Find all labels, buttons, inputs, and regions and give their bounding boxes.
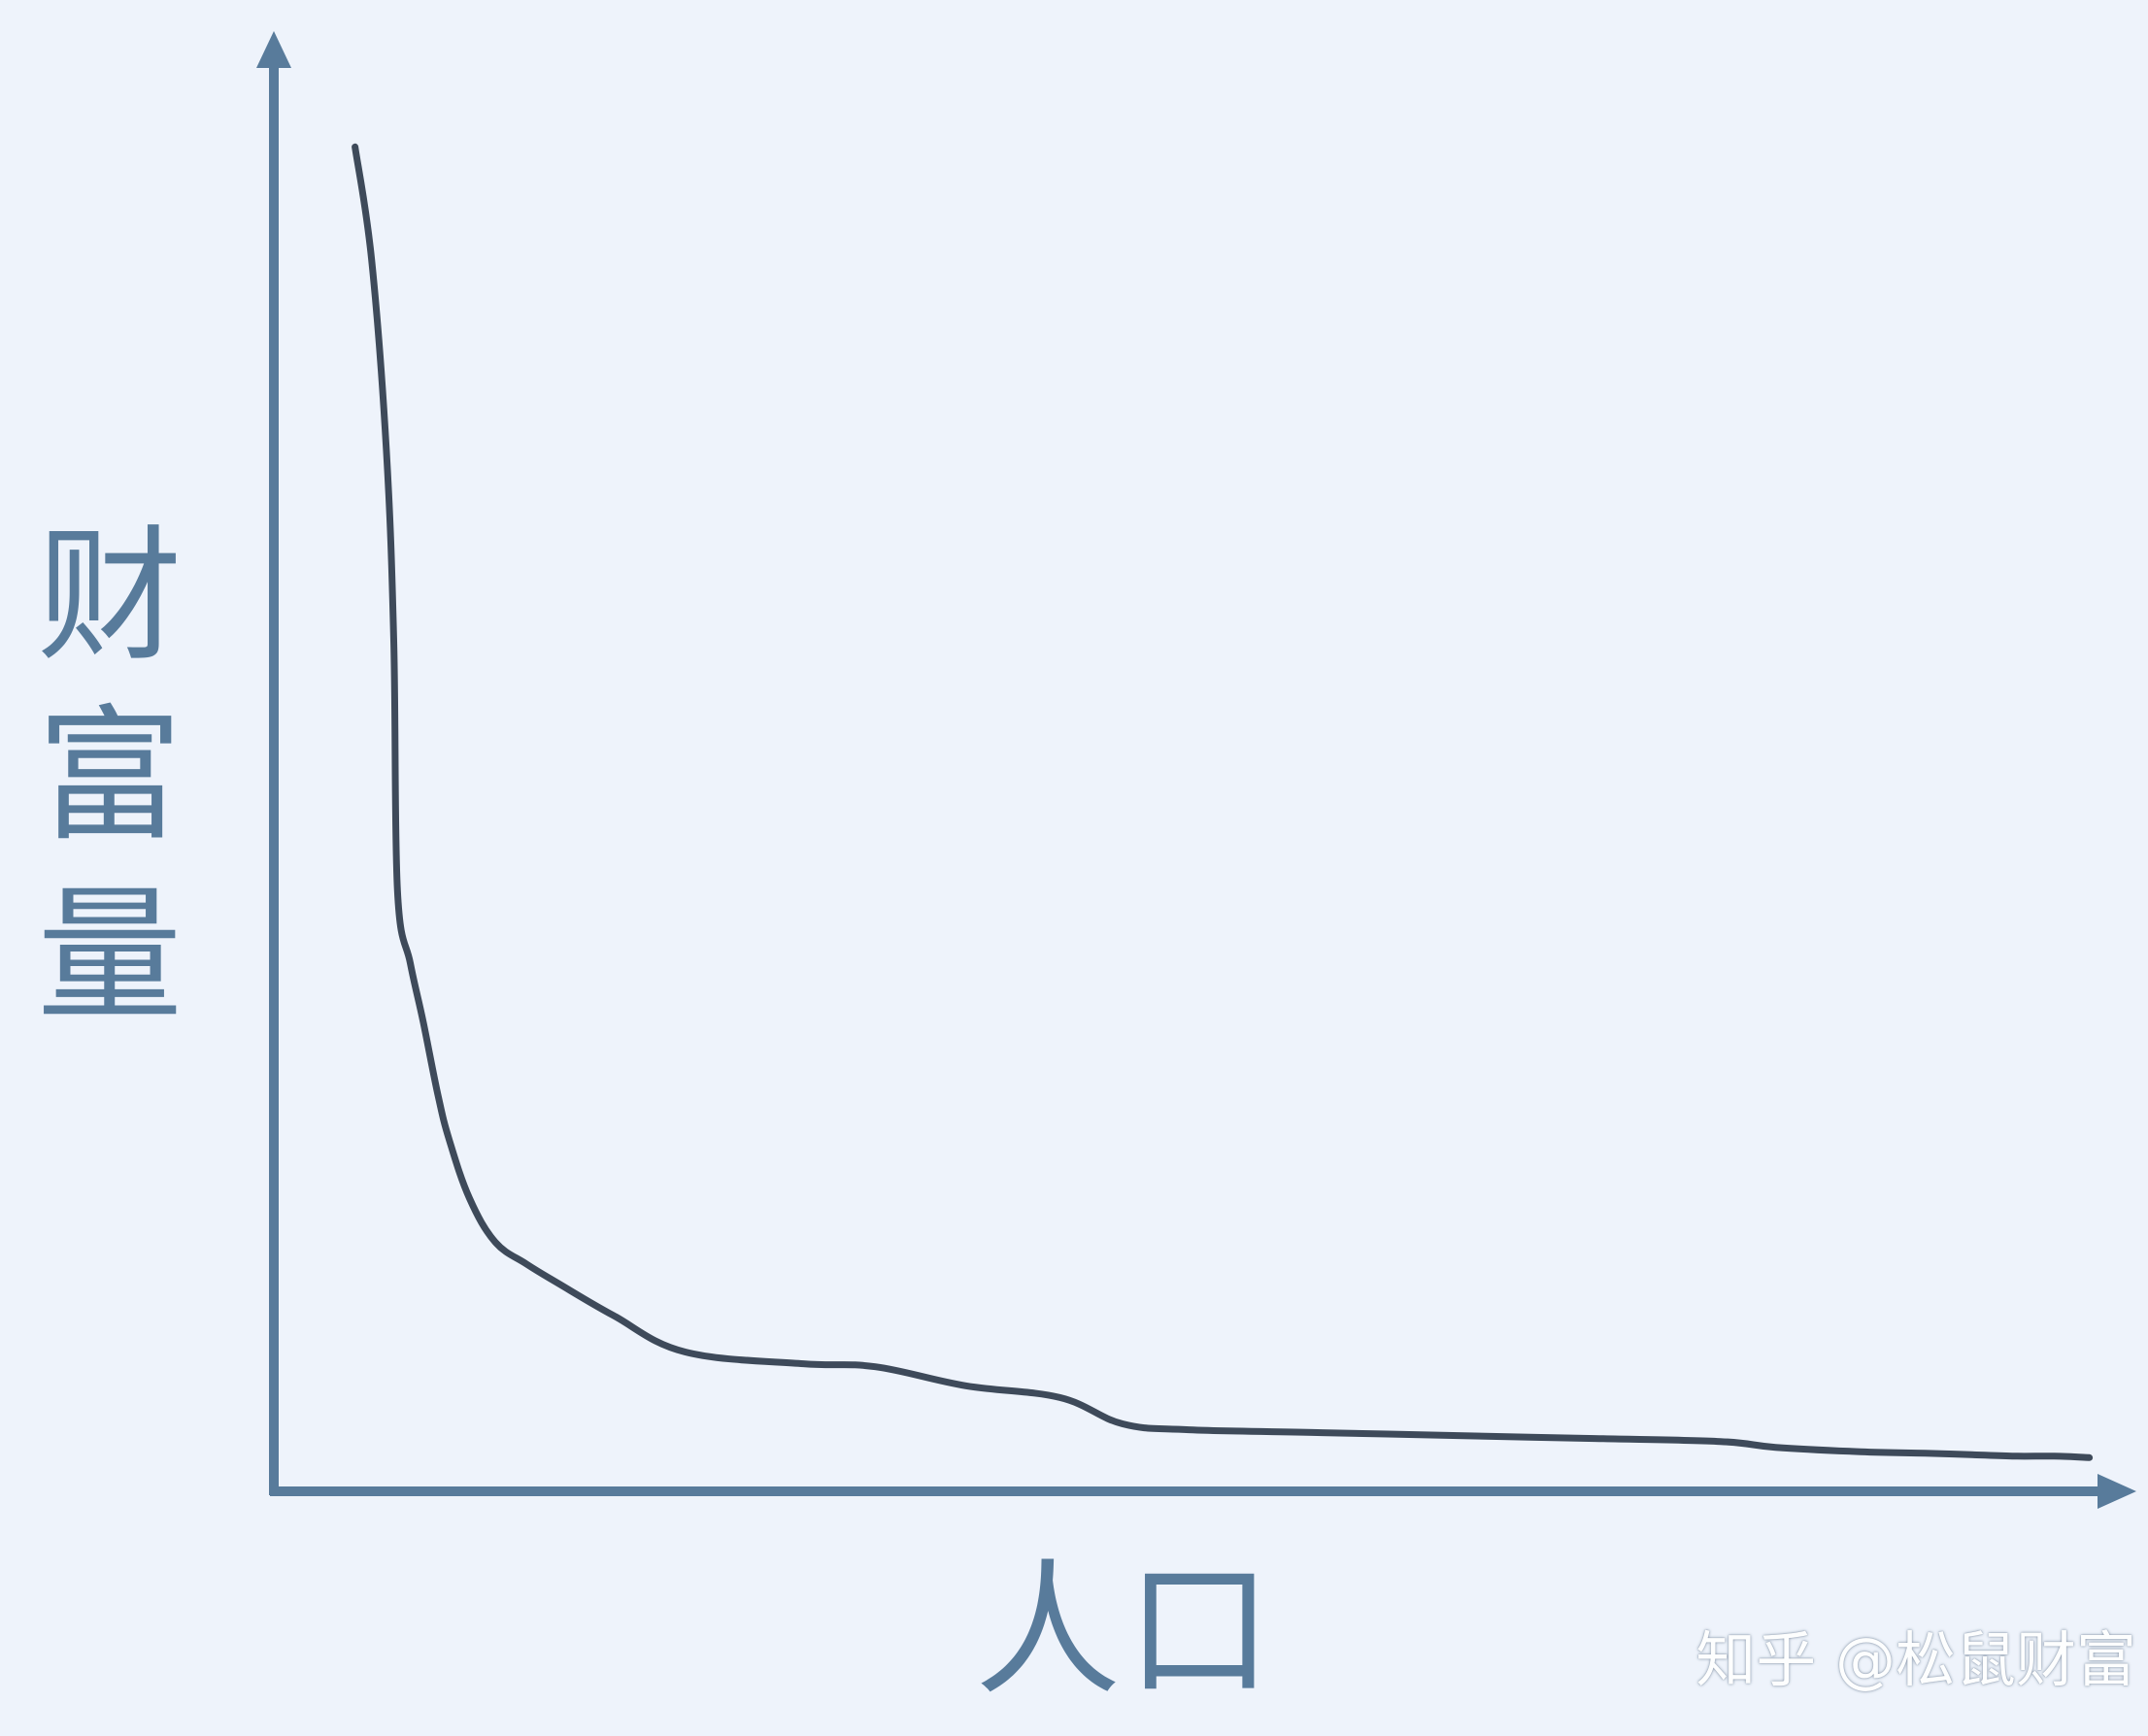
y-axis-arrowhead [256, 31, 291, 68]
watermark-text: 知乎 @松鼠财富 [1695, 1624, 2136, 1695]
series-line-1 [352, 143, 2094, 1461]
y-axis-label-char-1: 财 [36, 513, 183, 682]
y-axis-label-char-3: 量 [36, 872, 183, 1041]
x-axis-label: 人口 [974, 1547, 1278, 1716]
y-axis-label-char-2: 富 [36, 692, 183, 861]
x-axis-arrowhead [2098, 1474, 2136, 1509]
